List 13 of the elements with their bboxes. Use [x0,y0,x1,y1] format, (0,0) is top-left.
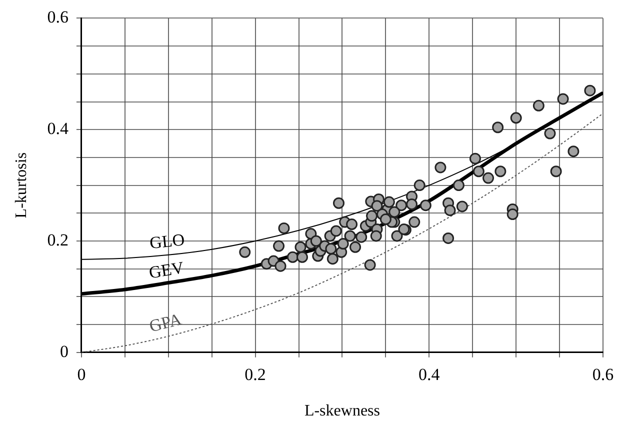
y-tick-label: 0.6 [47,8,68,27]
y-tick-label: 0.2 [47,230,68,250]
x-axis-title: L-skewness [304,402,380,420]
y-tick-label: 0.4 [47,119,69,138]
text: GPA [147,309,184,336]
y-tick-label: 0 [60,342,68,361]
y-axis-title: L-kurtosis [12,152,30,218]
x-tick-label: 0 [77,365,86,384]
x-tick-label: 0.2 [244,365,266,384]
x-tick-label: 0.6 [592,365,614,384]
text: GLO [148,230,186,253]
text: GEV [148,258,186,282]
x-tick-label: 0.4 [418,365,440,384]
